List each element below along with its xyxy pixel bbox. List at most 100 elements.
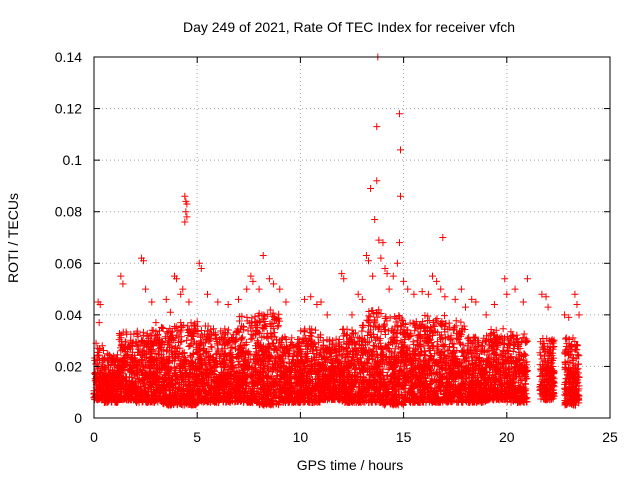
- roti-point: [147, 387, 155, 395]
- roti-point: [146, 331, 154, 339]
- roti-point: [133, 382, 141, 390]
- roti-point: [123, 344, 131, 352]
- roti-point: [117, 364, 125, 372]
- roti-point: [140, 339, 148, 347]
- roti-point: [152, 377, 160, 385]
- roti-point: [144, 384, 152, 392]
- roti-point: [102, 398, 110, 406]
- roti-point: [118, 393, 126, 401]
- roti-point: [128, 378, 136, 386]
- roti-point: [174, 394, 182, 402]
- roti-point: [181, 371, 189, 379]
- roti-point: [160, 400, 168, 408]
- roti-point: [132, 379, 140, 387]
- roti-point: [186, 342, 194, 350]
- roti-point: [101, 377, 109, 385]
- roti-point: [112, 390, 120, 398]
- roti-point: [156, 392, 164, 400]
- roti-point: [132, 369, 140, 377]
- roti-point: [144, 399, 152, 407]
- roti-point: [174, 352, 182, 360]
- roti-point: [159, 359, 167, 367]
- roti-point: [173, 371, 181, 379]
- roti-point: [95, 348, 103, 356]
- roti-point: [177, 338, 185, 346]
- roti-point: [133, 374, 141, 382]
- roti-point: [177, 379, 185, 387]
- roti-point: [117, 344, 125, 352]
- roti-point: [162, 386, 170, 394]
- data-points: [90, 53, 583, 409]
- roti-point: [95, 371, 103, 379]
- roti-point: [106, 386, 114, 394]
- roti-point: [166, 392, 174, 400]
- roti-point: [137, 356, 145, 364]
- roti-point: [143, 332, 151, 340]
- roti-point: [187, 401, 195, 409]
- roti-point: [143, 373, 151, 381]
- roti-point: [136, 378, 144, 386]
- roti-point: [149, 355, 157, 363]
- roti-point: [107, 385, 115, 393]
- roti-point: [180, 349, 188, 357]
- roti-point: [144, 340, 152, 348]
- roti-point: [146, 369, 154, 377]
- roti-point: [187, 340, 195, 348]
- roti-point: [157, 337, 165, 345]
- roti-point: [190, 369, 198, 377]
- roti-point: [117, 373, 125, 381]
- roti-point: [180, 358, 188, 366]
- roti-point: [161, 363, 169, 371]
- roti-point: [185, 378, 193, 386]
- roti-point: [117, 337, 125, 345]
- roti-point: [154, 339, 162, 347]
- roti-point: [185, 391, 193, 399]
- roti-point: [120, 375, 128, 383]
- roti-point: [153, 360, 161, 368]
- roti-point: [164, 339, 172, 347]
- roti-point: [177, 392, 185, 400]
- roti-point: [166, 334, 174, 342]
- roti-point: [127, 387, 135, 395]
- roti-point: [165, 382, 173, 390]
- roti-point: [101, 392, 109, 400]
- roti-point: [138, 352, 146, 360]
- roti-point: [131, 351, 139, 359]
- roti-point: [141, 395, 149, 403]
- roti-point: [136, 367, 144, 375]
- roti-point: [134, 363, 142, 371]
- roti-point: [154, 347, 162, 355]
- roti-point: [168, 327, 176, 335]
- roti-point: [121, 353, 129, 361]
- roti-point: [121, 384, 129, 392]
- roti-point: [179, 363, 187, 371]
- roti-point: [124, 366, 132, 374]
- roti-point: [173, 362, 181, 370]
- roti-point: [188, 393, 196, 401]
- roti-point: [114, 351, 122, 359]
- roti-point: [146, 345, 154, 353]
- roti-point: [117, 381, 125, 389]
- roti-point: [127, 330, 135, 338]
- roti-point: [169, 382, 177, 390]
- roti-point: [189, 377, 197, 385]
- roti-point: [148, 326, 156, 334]
- roti-point: [176, 344, 184, 352]
- roti-point: [171, 370, 179, 378]
- roti-point: [128, 342, 136, 350]
- roti-point: [102, 381, 110, 389]
- roti-point: [166, 375, 174, 383]
- roti-point: [127, 353, 135, 361]
- roti-point: [101, 364, 109, 372]
- roti-point: [176, 389, 184, 397]
- roti-point: [139, 338, 147, 346]
- roti-point: [187, 319, 195, 327]
- roti-point: [187, 385, 195, 393]
- roti-point: [134, 340, 142, 348]
- roti-point: [105, 355, 113, 363]
- roti-point: [154, 331, 162, 339]
- roti-point: [117, 357, 125, 365]
- roti-point: [139, 328, 147, 336]
